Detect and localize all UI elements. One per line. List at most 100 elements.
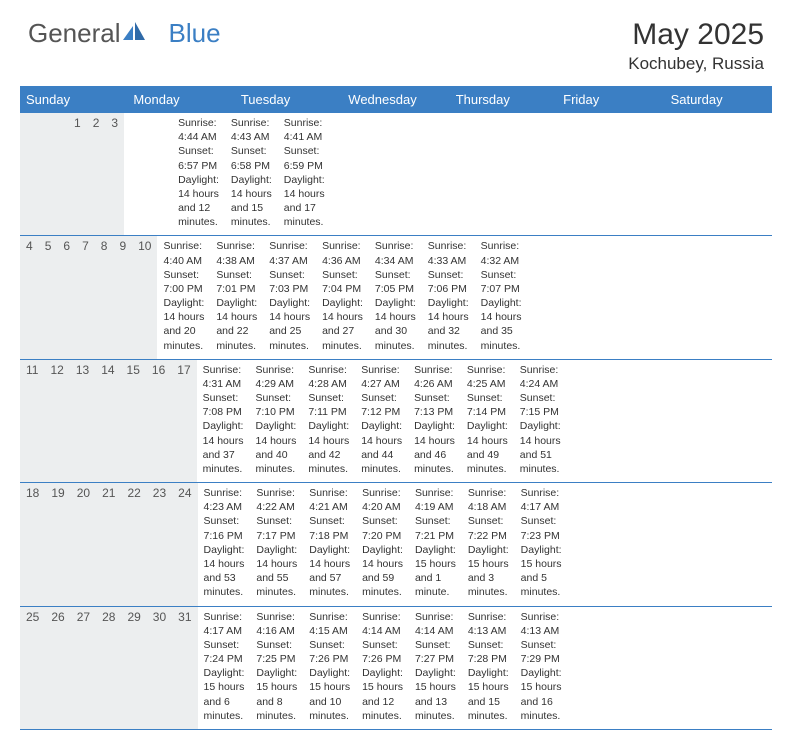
day-number: 12 xyxy=(44,360,69,482)
daylight-text: Daylight: 14 hours and 49 minutes. xyxy=(467,419,508,476)
sunrise-text: Sunrise: 4:44 AM xyxy=(178,116,219,144)
sunset-text: Sunset: 7:17 PM xyxy=(256,514,297,542)
day-detail: Sunrise: 4:28 AMSunset: 7:11 PMDaylight:… xyxy=(302,360,355,482)
logo: General Blue xyxy=(28,18,221,49)
daylight-text: Daylight: 15 hours and 3 minutes. xyxy=(468,543,509,600)
day-number: 1 xyxy=(68,113,87,235)
sunrise-text: Sunrise: 4:17 AM xyxy=(521,486,562,514)
day-detail xyxy=(160,113,172,235)
daylight-text: Daylight: 14 hours and 40 minutes. xyxy=(255,419,296,476)
week-row: 25262728293031Sunrise: 4:17 AMSunset: 7:… xyxy=(20,607,772,730)
daylight-text: Daylight: 14 hours and 30 minutes. xyxy=(375,296,416,353)
daylight-text: Daylight: 14 hours and 51 minutes. xyxy=(520,419,561,476)
day-number: 18 xyxy=(20,483,45,605)
day-detail: Sunrise: 4:25 AMSunset: 7:14 PMDaylight:… xyxy=(461,360,514,482)
day-number: 5 xyxy=(39,236,58,358)
sunset-text: Sunset: 7:25 PM xyxy=(256,638,297,666)
day-number xyxy=(20,113,32,235)
day-number xyxy=(56,113,68,235)
day-number: 15 xyxy=(121,360,146,482)
day-number: 3 xyxy=(105,113,124,235)
dow-tuesday: Tuesday xyxy=(235,86,342,113)
location-label: Kochubey, Russia xyxy=(628,54,764,74)
sunset-text: Sunset: 7:27 PM xyxy=(415,638,456,666)
sunrise-text: Sunrise: 4:19 AM xyxy=(415,486,456,514)
day-number: 20 xyxy=(71,483,96,605)
month-title: May 2025 xyxy=(628,18,764,52)
sunrise-text: Sunrise: 4:15 AM xyxy=(309,610,350,638)
dow-wednesday: Wednesday xyxy=(342,86,449,113)
sunrise-text: Sunrise: 4:13 AM xyxy=(521,610,562,638)
sunset-text: Sunset: 7:22 PM xyxy=(468,514,509,542)
day-number: 13 xyxy=(70,360,95,482)
sunrise-text: Sunrise: 4:28 AM xyxy=(308,363,349,391)
week-row: 18192021222324Sunrise: 4:23 AMSunset: 7:… xyxy=(20,483,772,606)
day-detail: Sunrise: 4:23 AMSunset: 7:16 PMDaylight:… xyxy=(198,483,251,605)
sunrise-text: Sunrise: 4:26 AM xyxy=(414,363,455,391)
day-detail: Sunrise: 4:17 AMSunset: 7:23 PMDaylight:… xyxy=(515,483,568,605)
sunrise-text: Sunrise: 4:14 AM xyxy=(362,610,403,638)
day-number: 10 xyxy=(132,236,157,358)
sunrise-text: Sunrise: 4:37 AM xyxy=(269,239,310,267)
daylight-text: Daylight: 15 hours and 5 minutes. xyxy=(521,543,562,600)
sunset-text: Sunset: 7:07 PM xyxy=(481,268,522,296)
sunset-text: Sunset: 7:29 PM xyxy=(521,638,562,666)
title-block: May 2025 Kochubey, Russia xyxy=(628,18,764,74)
sunrise-text: Sunrise: 4:18 AM xyxy=(468,486,509,514)
day-number: 31 xyxy=(172,607,197,729)
day-detail: Sunrise: 4:41 AMSunset: 6:59 PMDaylight:… xyxy=(278,113,331,235)
daylight-text: Daylight: 14 hours and 53 minutes. xyxy=(204,543,245,600)
day-detail: Sunrise: 4:40 AMSunset: 7:00 PMDaylight:… xyxy=(157,236,210,358)
sunset-text: Sunset: 6:59 PM xyxy=(284,144,325,172)
day-detail: Sunrise: 4:34 AMSunset: 7:05 PMDaylight:… xyxy=(369,236,422,358)
daynum-row: 45678910 xyxy=(20,236,157,358)
sunset-text: Sunset: 7:20 PM xyxy=(362,514,403,542)
day-detail: Sunrise: 4:44 AMSunset: 6:57 PMDaylight:… xyxy=(172,113,225,235)
sunset-text: Sunset: 6:58 PM xyxy=(231,144,272,172)
day-number: 19 xyxy=(45,483,70,605)
day-detail: Sunrise: 4:21 AMSunset: 7:18 PMDaylight:… xyxy=(303,483,356,605)
daylight-text: Daylight: 15 hours and 10 minutes. xyxy=(309,666,350,723)
weeks-container: 123Sunrise: 4:44 AMSunset: 6:57 PMDaylig… xyxy=(20,113,772,730)
sunset-text: Sunset: 7:23 PM xyxy=(521,514,562,542)
sunset-text: Sunset: 7:26 PM xyxy=(362,638,403,666)
daylight-text: Daylight: 14 hours and 59 minutes. xyxy=(362,543,403,600)
day-detail: Sunrise: 4:20 AMSunset: 7:20 PMDaylight:… xyxy=(356,483,409,605)
daylight-text: Daylight: 14 hours and 37 minutes. xyxy=(203,419,244,476)
sunrise-text: Sunrise: 4:40 AM xyxy=(163,239,204,267)
sunset-text: Sunset: 7:21 PM xyxy=(415,514,456,542)
sunrise-text: Sunrise: 4:36 AM xyxy=(322,239,363,267)
daylight-text: Daylight: 14 hours and 17 minutes. xyxy=(284,173,325,230)
day-detail xyxy=(136,113,148,235)
day-detail: Sunrise: 4:13 AMSunset: 7:29 PMDaylight:… xyxy=(515,607,568,729)
sunset-text: Sunset: 7:15 PM xyxy=(520,391,561,419)
day-detail: Sunrise: 4:14 AMSunset: 7:27 PMDaylight:… xyxy=(409,607,462,729)
logo-text-general: General xyxy=(28,18,121,49)
sunrise-text: Sunrise: 4:21 AM xyxy=(309,486,350,514)
day-number: 27 xyxy=(71,607,96,729)
day-number: 25 xyxy=(20,607,45,729)
day-detail: Sunrise: 4:17 AMSunset: 7:24 PMDaylight:… xyxy=(198,607,251,729)
sunrise-text: Sunrise: 4:25 AM xyxy=(467,363,508,391)
day-number: 28 xyxy=(96,607,121,729)
sunset-text: Sunset: 7:03 PM xyxy=(269,268,310,296)
sunset-text: Sunset: 7:28 PM xyxy=(468,638,509,666)
daynum-row: 11121314151617 xyxy=(20,360,197,482)
day-number: 24 xyxy=(172,483,197,605)
sunset-text: Sunset: 7:13 PM xyxy=(414,391,455,419)
daylight-text: Daylight: 14 hours and 12 minutes. xyxy=(178,173,219,230)
daylight-text: Daylight: 14 hours and 35 minutes. xyxy=(481,296,522,353)
day-detail: Sunrise: 4:38 AMSunset: 7:01 PMDaylight:… xyxy=(210,236,263,358)
daylight-text: Daylight: 14 hours and 44 minutes. xyxy=(361,419,402,476)
day-detail: Sunrise: 4:24 AMSunset: 7:15 PMDaylight:… xyxy=(514,360,567,482)
day-detail xyxy=(124,113,136,235)
day-detail: Sunrise: 4:43 AMSunset: 6:58 PMDaylight:… xyxy=(225,113,278,235)
daylight-text: Daylight: 15 hours and 16 minutes. xyxy=(521,666,562,723)
sunrise-text: Sunrise: 4:20 AM xyxy=(362,486,403,514)
daynum-row: 123 xyxy=(20,113,124,235)
sunrise-text: Sunrise: 4:32 AM xyxy=(481,239,522,267)
sunrise-text: Sunrise: 4:24 AM xyxy=(520,363,561,391)
sunrise-text: Sunrise: 4:23 AM xyxy=(204,486,245,514)
daylight-text: Daylight: 14 hours and 42 minutes. xyxy=(308,419,349,476)
sunrise-text: Sunrise: 4:41 AM xyxy=(284,116,325,144)
